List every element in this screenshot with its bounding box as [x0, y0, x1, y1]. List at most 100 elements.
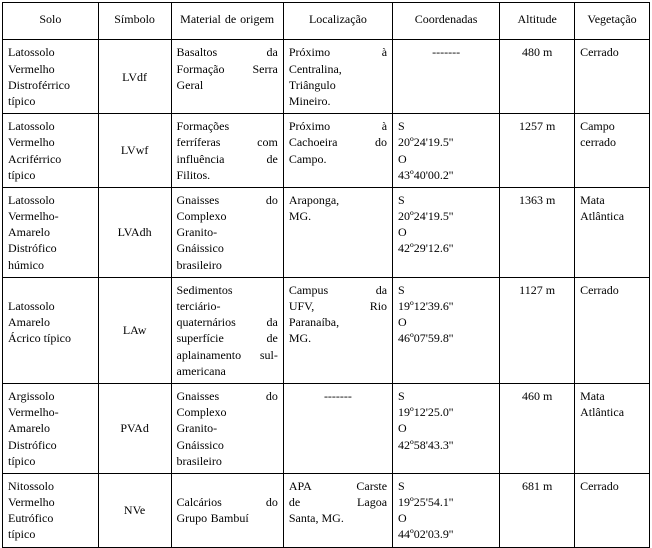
cell-coord: S20º24'19.5''O42º29'12.6''	[393, 187, 500, 277]
local-line: Paranaíba,	[289, 314, 387, 330]
material-line: Grupo Bambuí	[177, 510, 278, 526]
coord-line: S	[398, 478, 494, 494]
coord-line: S	[398, 192, 494, 208]
local-line: MG.	[289, 208, 387, 224]
material-line: Gnaisses do	[177, 388, 278, 404]
cell-material: Calcários doGrupo Bambuí	[171, 473, 283, 547]
coord-line: S	[398, 118, 494, 134]
local-line: Araponga,	[289, 192, 387, 208]
material-line: Formações	[177, 118, 278, 134]
cell-material: Gnaisses doComplexoGranito-Gnáissicobras…	[171, 383, 283, 473]
solo-line: Vermelho	[8, 134, 93, 150]
coord-line: O	[398, 420, 494, 436]
material-line: influência de	[177, 151, 278, 167]
cell-veg: Cerrado	[575, 473, 650, 547]
coord-line: O	[398, 510, 494, 526]
solo-line: típico	[8, 167, 93, 183]
cell-veg: Mata Atlântica	[575, 187, 650, 277]
material-line: americana	[177, 363, 278, 379]
cell-simbolo: LAw	[98, 277, 171, 383]
cell-local: Próximo àCentralina,TriânguloMineiro.	[283, 40, 392, 114]
material-line: Complexo	[177, 404, 278, 420]
cell-alt: 1257 m	[500, 114, 575, 188]
material-line: Geral	[177, 77, 278, 93]
material-line: Filitos.	[177, 167, 278, 183]
cell-veg: Cerrado	[575, 277, 650, 383]
coord-line: O	[398, 151, 494, 167]
local-line: de Lagoa	[289, 494, 387, 510]
material-line: Gnáissico	[177, 240, 278, 256]
solo-line: Vermelho-	[8, 404, 93, 420]
cell-local: Araponga,MG.	[283, 187, 392, 277]
material-line: quaternários da	[177, 314, 278, 330]
solo-line: Amarelo	[8, 224, 93, 240]
coord-line: 19º12'39.6''	[398, 298, 494, 314]
solo-line: Latossolo	[8, 298, 93, 314]
material-line: ferríferas com	[177, 134, 278, 150]
header-solo: Solo	[3, 3, 99, 40]
solo-line: Eutrófico	[8, 510, 93, 526]
table-row: ArgissoloVermelho-AmareloDistróficotípic…	[3, 383, 650, 473]
solo-line: húmico	[8, 257, 93, 273]
material-line: Sedimentos	[177, 282, 278, 298]
cell-material: Formaçõesferríferas cominfluência deFili…	[171, 114, 283, 188]
solo-line: Vermelho	[8, 61, 93, 77]
cell-simbolo: LVdf	[98, 40, 171, 114]
cell-alt: 460 m	[500, 383, 575, 473]
cell-coord: -------	[393, 40, 500, 114]
table-header-row: Solo Símbolo Material de origem Localiza…	[3, 3, 650, 40]
coord-line: 46º07'59.8''	[398, 330, 494, 346]
local-line: Campo.	[289, 151, 387, 167]
material-line: Granito-	[177, 420, 278, 436]
material-line: brasileiro	[177, 453, 278, 469]
cell-solo: NitossoloVermelhoEutróficotípico	[3, 473, 99, 547]
coord-line: 43º40'00.2''	[398, 167, 494, 183]
material-line: Gnaisses do	[177, 192, 278, 208]
coord-line: O	[398, 314, 494, 330]
cell-simbolo: LVAdh	[98, 187, 171, 277]
material-line: terciário-	[177, 298, 278, 314]
solo-line: Distrófico	[8, 240, 93, 256]
cell-solo: ArgissoloVermelho-AmareloDistróficotípic…	[3, 383, 99, 473]
local-line: UFV, Rio	[289, 298, 387, 314]
material-line: Calcários do	[177, 494, 278, 510]
coord-line: S	[398, 282, 494, 298]
header-coord: Coordenadas	[393, 3, 500, 40]
cell-coord: S19º25'54.1''O44º02'03.9''	[393, 473, 500, 547]
cell-veg: Cerrado	[575, 40, 650, 114]
material-line: Basaltos da	[177, 44, 278, 60]
solo-line: Distrófico	[8, 437, 93, 453]
cell-veg: Mata Atlântica	[575, 383, 650, 473]
solo-line: típico	[8, 453, 93, 469]
local-line: Próximo à	[289, 118, 387, 134]
table-row: LatossoloVermelhoAcriférricotípicoLVwfFo…	[3, 114, 650, 188]
solo-line	[8, 282, 93, 298]
cell-solo: LatossoloVermelhoDistroférricotípico	[3, 40, 99, 114]
cell-simbolo: NVe	[98, 473, 171, 547]
solo-line: Latossolo	[8, 44, 93, 60]
header-alt: Altitude	[500, 3, 575, 40]
solo-line: Distroférrico	[8, 77, 93, 93]
cell-alt: 681 m	[500, 473, 575, 547]
cell-simbolo: LVwf	[98, 114, 171, 188]
cell-coord: S20º24'19.5''O43º40'00.2''	[393, 114, 500, 188]
table-row: LatossoloVermelhoDistroférricotípicoLVdf…	[3, 40, 650, 114]
coord-line: -------	[398, 44, 494, 60]
cell-local: APA Carstede LagoaSanta, MG.	[283, 473, 392, 547]
coord-line: 20º24'19.5''	[398, 208, 494, 224]
coord-line: S	[398, 388, 494, 404]
cell-material: Sedimentosterciário-quaternários dasuper…	[171, 277, 283, 383]
material-line: superfície de	[177, 330, 278, 346]
solo-line: Ácrico típico	[8, 330, 93, 346]
cell-solo: LatossoloAmareloÁcrico típico	[3, 277, 99, 383]
table-row: NitossoloVermelhoEutróficotípicoNVe Calc…	[3, 473, 650, 547]
solo-line: Acriférrico	[8, 151, 93, 167]
local-line: MG.	[289, 330, 387, 346]
solo-line: Argissolo	[8, 388, 93, 404]
cell-material: Basaltos daFormação SerraGeral	[171, 40, 283, 114]
coord-line: 44º02'03.9''	[398, 526, 494, 542]
coord-line: 42º58'43.3''	[398, 437, 494, 453]
solo-line: Vermelho-	[8, 208, 93, 224]
material-line: Gnáissico	[177, 437, 278, 453]
header-veg: Vegetação	[575, 3, 650, 40]
